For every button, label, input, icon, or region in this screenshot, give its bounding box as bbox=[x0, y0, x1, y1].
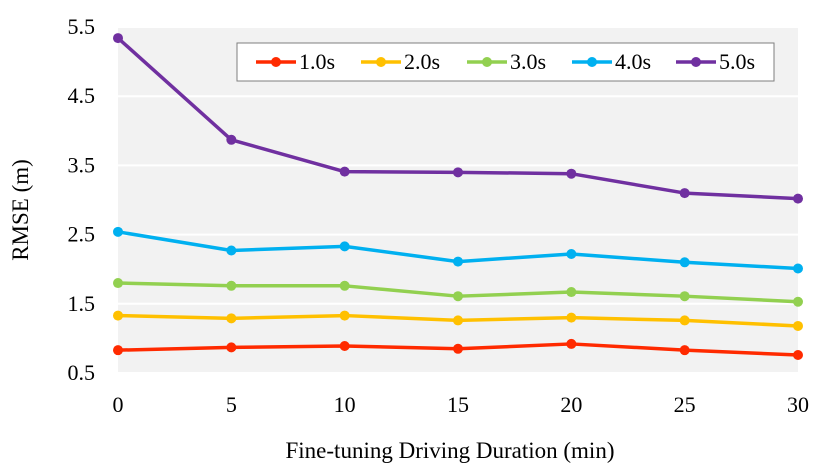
series-layer bbox=[113, 33, 803, 361]
data-point bbox=[339, 280, 350, 291]
series-5.0s bbox=[113, 33, 803, 204]
legend: 1.0s 2.0s 3.0s 4.0s 5.0s bbox=[236, 42, 775, 82]
legend-item: 4.0s bbox=[572, 49, 651, 74]
x-tick-label: 10 bbox=[334, 392, 356, 417]
legend-label: 1.0s bbox=[299, 49, 335, 74]
x-tick-label: 20 bbox=[560, 392, 582, 417]
x-tick-label: 5 bbox=[226, 392, 237, 417]
data-point bbox=[679, 345, 690, 356]
x-tick-label: 30 bbox=[787, 392, 809, 417]
data-point bbox=[453, 167, 463, 178]
data-point bbox=[793, 193, 803, 204]
x-tick-label: 15 bbox=[447, 392, 469, 417]
data-point bbox=[679, 188, 690, 199]
legend-swatch-marker bbox=[691, 57, 701, 67]
data-point bbox=[339, 341, 350, 352]
data-point bbox=[566, 287, 577, 298]
data-point bbox=[226, 245, 237, 256]
data-point bbox=[226, 313, 237, 324]
legend-swatch-marker bbox=[271, 57, 281, 67]
data-point bbox=[679, 315, 690, 326]
y-tick-label: 5.5 bbox=[68, 14, 96, 39]
legend-item: 2.0s bbox=[361, 49, 440, 74]
data-point bbox=[679, 291, 690, 302]
x-axis-title: Fine-tuning Driving Duration (min) bbox=[286, 438, 615, 463]
data-point bbox=[226, 342, 237, 353]
data-point bbox=[793, 350, 803, 361]
gridlines bbox=[118, 26, 798, 374]
legend-label: 4.0s bbox=[615, 49, 651, 74]
data-point bbox=[679, 257, 690, 268]
x-axis: 0 5 10 15 20 25 30 bbox=[113, 392, 810, 417]
data-point bbox=[453, 315, 463, 326]
data-point bbox=[113, 310, 123, 321]
data-point bbox=[339, 241, 350, 252]
data-point bbox=[113, 33, 123, 44]
y-axis: 0.5 1.5 2.5 3.5 4.5 5.5 bbox=[68, 14, 96, 385]
data-point bbox=[339, 310, 350, 321]
legend-label: 5.0s bbox=[719, 49, 755, 74]
y-tick-label: 0.5 bbox=[68, 360, 96, 385]
data-point bbox=[453, 343, 463, 354]
series-3.0s bbox=[113, 278, 803, 307]
y-axis-title: RMSE (m) bbox=[8, 159, 33, 261]
series-1.0s bbox=[113, 338, 803, 361]
x-tick-label: 25 bbox=[674, 392, 696, 417]
data-point bbox=[566, 168, 577, 179]
series-2.0s bbox=[113, 310, 803, 331]
legend-swatch-marker bbox=[376, 57, 386, 67]
y-tick-label: 2.5 bbox=[68, 222, 96, 247]
legend-item: 3.0s bbox=[467, 49, 546, 74]
series-4.0s bbox=[113, 226, 803, 274]
data-point bbox=[339, 166, 350, 177]
x-tick-label: 0 bbox=[113, 392, 124, 417]
data-point bbox=[453, 291, 463, 302]
data-point bbox=[453, 256, 463, 267]
data-point bbox=[113, 278, 123, 289]
legend-label: 3.0s bbox=[510, 49, 546, 74]
y-tick-label: 3.5 bbox=[68, 152, 96, 177]
legend-swatch-marker bbox=[587, 57, 597, 67]
data-point bbox=[226, 134, 237, 145]
data-point bbox=[113, 345, 123, 356]
legend-item: 5.0s bbox=[676, 49, 755, 74]
legend-swatch-marker bbox=[482, 57, 492, 67]
data-point bbox=[793, 296, 803, 307]
data-point bbox=[113, 226, 123, 237]
data-point bbox=[566, 312, 577, 323]
data-point bbox=[226, 280, 237, 291]
y-tick-label: 1.5 bbox=[68, 291, 96, 316]
data-point bbox=[793, 263, 803, 274]
y-tick-label: 4.5 bbox=[68, 83, 96, 108]
legend-label: 2.0s bbox=[404, 49, 440, 74]
data-point bbox=[566, 248, 577, 259]
data-point bbox=[793, 320, 803, 331]
legend-item: 1.0s bbox=[256, 49, 335, 74]
data-point bbox=[566, 338, 577, 349]
